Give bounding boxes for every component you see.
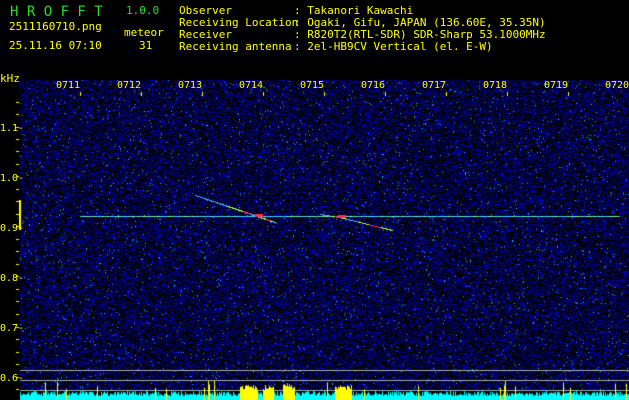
x-tick-label: 0711 xyxy=(56,80,81,91)
info-value: : Ogaki, Gifu, JAPAN (136.60E, 35.35N) xyxy=(294,16,546,29)
x-tick-label: 0718 xyxy=(483,80,508,91)
datetime: 25.11.16 07:10 xyxy=(9,39,102,52)
x-tick-label: 0713 xyxy=(178,80,203,91)
info-label: Receiver xyxy=(179,28,232,41)
x-tick-label: 0719 xyxy=(544,80,569,91)
info-value: : Takanori Kawachi xyxy=(294,4,414,17)
y-tick-label: 1.0- xyxy=(0,173,25,184)
meteor-count: 31 xyxy=(139,39,153,52)
x-tick-label: 0716 xyxy=(361,80,386,91)
y-tick-label: 1.1- xyxy=(0,123,25,134)
y-tick-label: 0.7- xyxy=(0,323,25,334)
app-version: 1.0.0 xyxy=(126,4,160,17)
info-value: : 2el-HB9CV Vertical (el. E-W) xyxy=(294,40,493,53)
meteor-label: meteor xyxy=(124,26,164,39)
x-tick-label: 0715 xyxy=(300,80,325,91)
y-tick-label: 0.8- xyxy=(0,273,25,284)
app-title: H R O F F T xyxy=(10,4,103,20)
filename: 2511160710.png xyxy=(9,20,102,33)
y-unit: kHz xyxy=(0,72,20,85)
x-tick-label: 0717 xyxy=(422,80,447,91)
x-tick-label: 0720 xyxy=(605,80,629,91)
x-tick-label: 0712 xyxy=(117,80,142,91)
y-tick-label: 0.6- xyxy=(0,373,25,384)
info-label: Observer xyxy=(179,4,232,17)
info-label: Receiving antenna xyxy=(179,40,292,53)
info-label: Receiving Location xyxy=(179,16,299,29)
info-value: : R820T2(RTL-SDR) SDR-Sharp 53.1000MHz xyxy=(294,28,546,41)
y-tick-label: 0.9- xyxy=(0,223,25,234)
x-tick-label: 0714 xyxy=(239,80,264,91)
